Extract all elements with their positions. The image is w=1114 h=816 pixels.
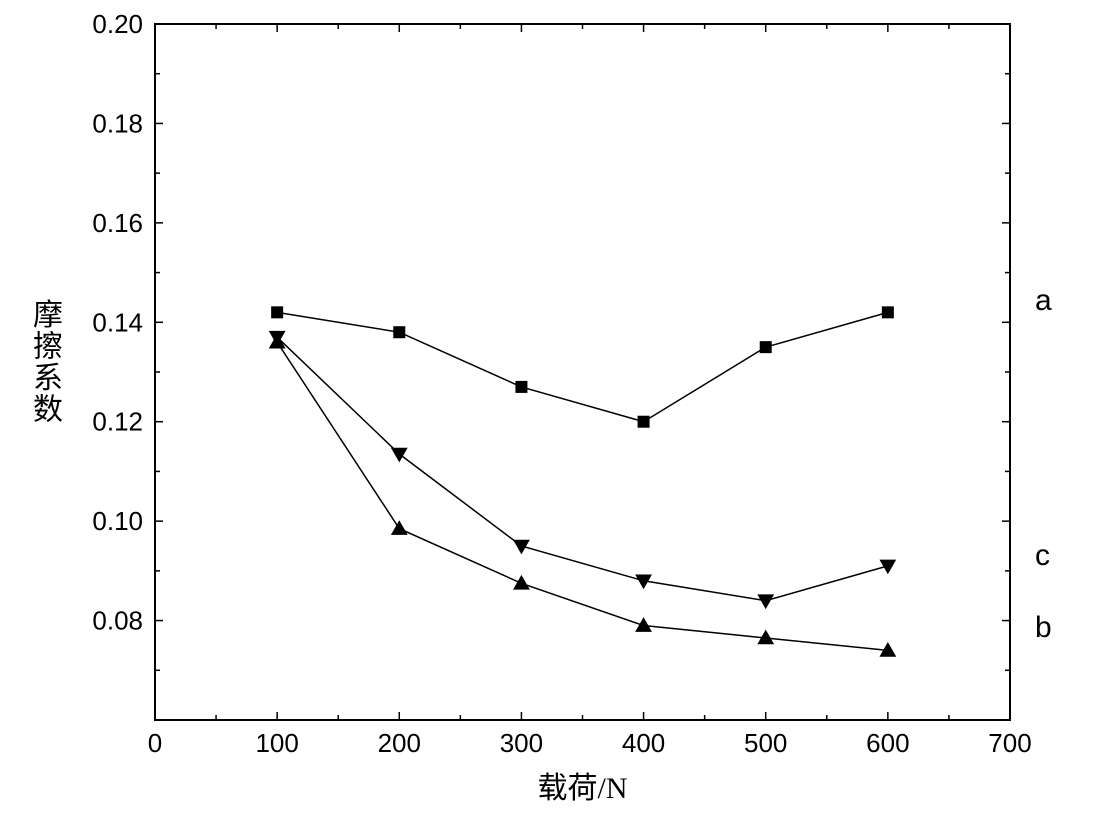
series-marker-c (391, 448, 408, 463)
series-label-b: b (1035, 611, 1052, 644)
svg-text:100: 100 (255, 728, 298, 758)
svg-text:300: 300 (500, 728, 543, 758)
series-marker-c (757, 594, 774, 609)
series-marker-b (391, 520, 408, 535)
y-axis-label: 摩擦系数 (33, 299, 63, 427)
series-label-a: a (1035, 284, 1052, 317)
series-marker-b (635, 617, 652, 632)
svg-text:400: 400 (622, 728, 665, 758)
series-line-b (277, 342, 888, 650)
svg-text:600: 600 (866, 728, 909, 758)
series-marker-a (515, 381, 527, 393)
series-marker-b (513, 575, 530, 590)
friction-chart: 0 100 200 300 400 500 600 700 0.08 0.10 0.12 0.14 0.… (0, 0, 1114, 816)
series-line-c (277, 337, 888, 600)
x-axis-label: 载荷/N (538, 772, 628, 805)
series-marker-a (271, 306, 283, 318)
svg-text:0.20: 0.20 (92, 9, 143, 39)
series-line-a (277, 312, 888, 421)
svg-text:0: 0 (148, 728, 162, 758)
series-marker-a (393, 326, 405, 338)
svg-text:0.14: 0.14 (92, 307, 143, 337)
chart-svg: 0 100 200 300 400 500 600 700 0.08 0.10 0.12 0.14 0.… (0, 0, 1114, 816)
svg-text:0.10: 0.10 (92, 506, 143, 536)
series-marker-a (638, 416, 650, 428)
svg-text:0.08: 0.08 (92, 606, 143, 636)
series-marker-a (882, 306, 894, 318)
series-label-c: c (1035, 539, 1050, 572)
svg-text:0.12: 0.12 (92, 407, 143, 437)
svg-text:0.16: 0.16 (92, 208, 143, 238)
svg-text:700: 700 (988, 728, 1031, 758)
series-marker-a (760, 341, 772, 353)
svg-text:0.18: 0.18 (92, 108, 143, 138)
svg-text:500: 500 (744, 728, 787, 758)
svg-text:200: 200 (378, 728, 421, 758)
